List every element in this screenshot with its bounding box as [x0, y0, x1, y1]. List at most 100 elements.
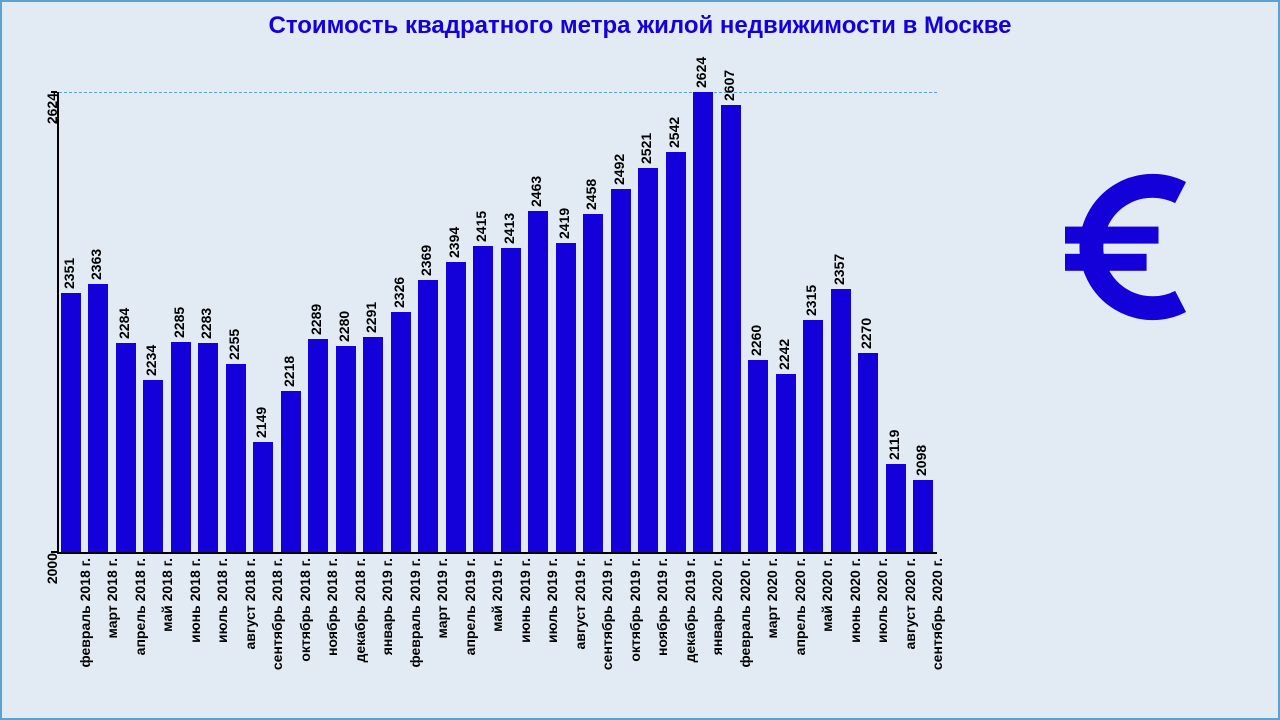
bar-value-label: 2149	[253, 407, 269, 438]
x-tick-label: август 2020 г.	[902, 558, 918, 720]
bar-value-label: 2521	[638, 133, 654, 164]
bar	[143, 380, 163, 553]
x-tick-label: январь 2020 г.	[709, 558, 725, 720]
x-tick-label: март 2020 г.	[764, 558, 780, 720]
bar	[556, 243, 576, 552]
x-tick-label: декабрь 2018 г.	[352, 558, 368, 720]
bar-value-label: 2419	[556, 208, 572, 239]
bar	[501, 248, 521, 552]
bar	[88, 284, 108, 552]
bar-value-label: 2415	[473, 211, 489, 242]
bar-value-label: 2542	[666, 117, 682, 148]
x-tick-label: май 2020 г.	[819, 558, 835, 720]
bar	[583, 214, 603, 552]
bar	[198, 343, 218, 552]
bar-value-label: 2283	[198, 308, 214, 339]
x-tick-label: март 2019 г.	[434, 558, 450, 720]
bar-value-label: 2492	[611, 154, 627, 185]
bar	[528, 211, 548, 552]
bar-value-label: 2242	[776, 338, 792, 369]
bar-value-label: 2369	[418, 245, 434, 276]
x-tick-label: март 2018 г.	[104, 558, 120, 720]
chart-title: Стоимость квадратного метра жилой недвиж…	[2, 12, 1278, 40]
x-tick-label: февраль 2018 г.	[77, 558, 93, 720]
x-tick-label: июнь 2020 г.	[847, 558, 863, 720]
bar	[666, 152, 686, 552]
x-tick-label: май 2019 г.	[489, 558, 505, 720]
bar-value-label: 2098	[913, 445, 929, 476]
bar-value-label: 2413	[501, 212, 517, 243]
bar-value-label: 2463	[528, 176, 544, 207]
bar	[171, 342, 191, 552]
x-tick-label: май 2018 г.	[159, 558, 175, 720]
x-tick-label: август 2018 г.	[242, 558, 258, 720]
bar-value-label: 2326	[391, 277, 407, 308]
bar-value-label: 2394	[446, 226, 462, 257]
bar	[226, 364, 246, 552]
bar	[446, 262, 466, 552]
bar-value-label: 2119	[886, 430, 902, 460]
bar-value-label: 2624	[693, 57, 709, 88]
x-tick-label: апрель 2020 г.	[792, 558, 808, 720]
bar	[308, 339, 328, 552]
bar	[776, 374, 796, 552]
x-tick-label: январь 2019 г.	[379, 558, 395, 720]
bar-value-label: 2363	[88, 249, 104, 280]
bar-value-label: 2270	[858, 318, 874, 349]
bar	[611, 189, 631, 552]
bar-value-label: 2284	[116, 308, 132, 339]
plot-area: 2351 2363 2284 2234 2285 2283 2255 2149 2218 2289…	[57, 92, 937, 552]
bar	[721, 105, 741, 552]
bar-value-label: 2289	[308, 304, 324, 335]
bar	[858, 353, 878, 552]
x-tick-label: июль 2019 г.	[544, 558, 560, 720]
x-tick-label: сентябрь 2018 г.	[269, 558, 285, 720]
x-tick-label: июнь 2019 г.	[517, 558, 533, 720]
bar-value-label: 2255	[226, 329, 242, 360]
bar	[61, 293, 81, 552]
bar-value-label: 2357	[831, 254, 847, 285]
x-tick-label: апрель 2018 г.	[132, 558, 148, 720]
x-tick-label: сентябрь 2020 г.	[929, 558, 945, 720]
bar-value-label: 2315	[803, 285, 819, 316]
x-tick-label: октябрь 2019 г.	[627, 558, 643, 720]
x-tick-label: февраль 2020 г.	[737, 558, 753, 720]
x-tick-label: октябрь 2018 г.	[297, 558, 313, 720]
bar	[473, 246, 493, 552]
x-tick-label: ноябрь 2019 г.	[654, 558, 670, 720]
bar	[418, 280, 438, 552]
x-axis-line	[57, 552, 937, 554]
bar-value-label: 2607	[721, 69, 737, 100]
x-tick-label: август 2019 г.	[572, 558, 588, 720]
y-tick-label: 2000	[44, 553, 60, 593]
bar-value-label: 2291	[363, 302, 379, 333]
x-tick-label: ноябрь 2018 г.	[324, 558, 340, 720]
x-tick-label: февраль 2019 г.	[407, 558, 423, 720]
bar-value-label: 2280	[336, 310, 352, 341]
bar-value-label: 2260	[748, 325, 764, 356]
euro-icon	[1048, 162, 1218, 332]
bar	[748, 360, 768, 552]
x-tick-label: июль 2018 г.	[214, 558, 230, 720]
bar-value-label: 2351	[61, 258, 77, 289]
bar	[116, 343, 136, 552]
bar	[803, 320, 823, 552]
x-tick-label: июнь 2018 г.	[187, 558, 203, 720]
bar	[831, 289, 851, 552]
bar	[886, 464, 906, 552]
bar	[253, 442, 273, 552]
bar	[638, 168, 658, 552]
x-tick-label: апрель 2019 г.	[462, 558, 478, 720]
x-tick-label: декабрь 2019 г.	[682, 558, 698, 720]
bar-value-label: 2218	[281, 356, 297, 387]
x-tick-label: июль 2020 г.	[874, 558, 890, 720]
bar	[363, 337, 383, 552]
bar-value-label: 2285	[171, 307, 187, 338]
bar	[281, 391, 301, 552]
bar-value-label: 2458	[583, 179, 599, 210]
bar-value-label: 2234	[143, 344, 159, 375]
bar	[693, 92, 713, 552]
x-tick-label: сентябрь 2019 г.	[599, 558, 615, 720]
bar	[391, 312, 411, 552]
chart-frame: Стоимость квадратного метра жилой недвиж…	[0, 0, 1280, 720]
